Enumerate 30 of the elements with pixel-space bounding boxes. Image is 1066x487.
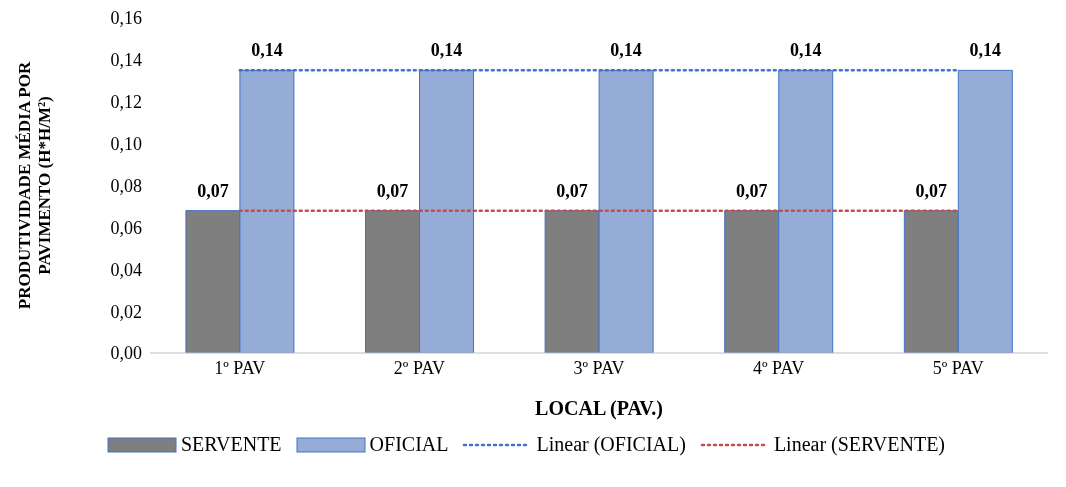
data-label: 0,07 — [197, 180, 229, 201]
y-tick-label: 0,00 — [110, 343, 142, 364]
data-label: 0,07 — [376, 180, 409, 201]
y-tick-label: 0,06 — [110, 217, 142, 238]
y-tick-label: 0,02 — [110, 301, 142, 322]
y-tick-label: 0,16 — [110, 8, 142, 29]
y-tick-label: 0,10 — [110, 134, 142, 155]
y-tick-label: 0,14 — [110, 50, 142, 71]
x-tick-label: 1º PAV — [214, 357, 266, 378]
data-label: 0,07 — [915, 180, 948, 201]
data-label: 0,07 — [735, 180, 768, 201]
legend-label: Linear (SERVENTE) — [773, 433, 946, 456]
data-label: 0,14 — [430, 40, 463, 61]
legend-label: Linear (OFICIAL) — [536, 433, 686, 456]
y-axis-title: PRODUTIVIDADE MÉDIA POR PAVIMENTO (H*H/M²) — [15, 61, 54, 310]
x-tick-label: 2º PAV — [393, 357, 445, 378]
x-axis-title: LOCAL (PAV.) — [535, 397, 663, 420]
legend-label: SERVENTE — [180, 433, 282, 456]
y-tick-label: 0,12 — [110, 92, 142, 113]
x-tick-label: 5º PAV — [932, 357, 984, 378]
data-label: 0,07 — [556, 180, 588, 201]
data-label: 0,14 — [610, 40, 642, 61]
data-label: 0,14 — [969, 40, 1002, 61]
legend-label: OFICIAL — [369, 433, 449, 456]
data-label: 0,14 — [251, 40, 283, 61]
x-tick-label: 3º PAV — [573, 357, 625, 378]
y-tick-label: 0,08 — [110, 175, 142, 196]
data-label: 0,14 — [789, 40, 822, 61]
x-tick-label: 4º PAV — [753, 357, 805, 378]
y-tick-label: 0,04 — [110, 259, 142, 280]
